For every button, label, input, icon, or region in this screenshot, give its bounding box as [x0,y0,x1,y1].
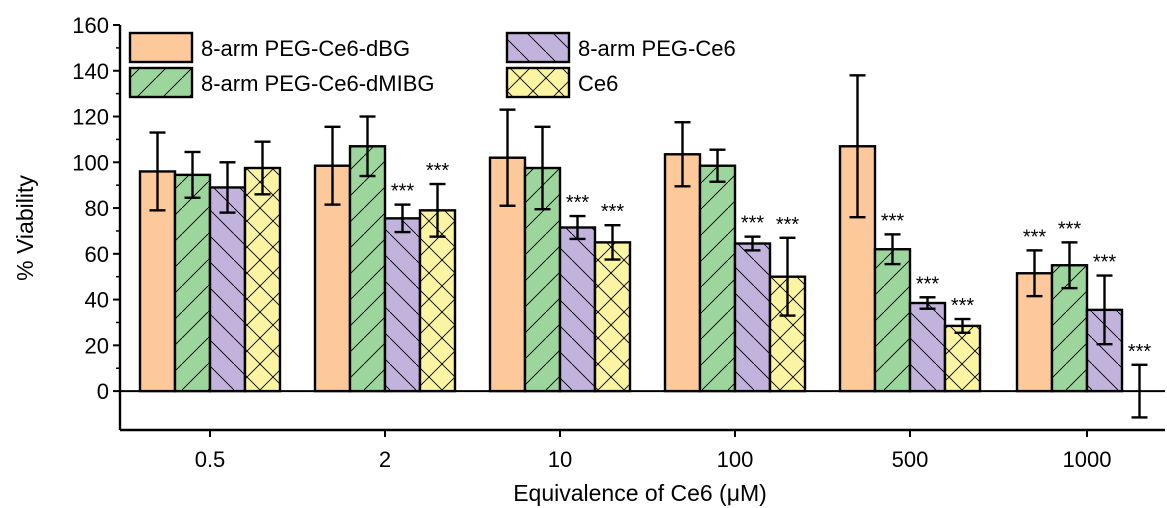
x-axis-title: Equivalence of Ce6 (μM) [513,480,767,506]
y-tick-label: 100 [72,150,109,175]
y-tick-label: 40 [85,288,109,313]
bar-hatch [735,243,770,392]
legend-swatch-outline [128,66,194,99]
legend: 8-arm PEG-Ce6-dBG 8-arm PEG-Ce6-dMIBG 8-ar… [128,31,736,99]
bar-hatch [175,174,210,392]
bar-hatch [350,146,385,392]
bar-hatch [245,168,280,392]
bar-hatch [385,218,420,392]
legend-swatch-hatch [130,68,192,97]
legend-swatch [130,33,192,62]
bar-hatch [700,165,735,392]
y-tick-label: 20 [85,333,109,358]
bar-hatch [210,187,245,392]
plot-area: *** *** *** *** *** *** *** *** *** *** *** *** *** 0… [72,13,1165,472]
x-tick-label: 500 [892,447,929,472]
significance-label: *** [566,192,590,214]
significance-label: *** [601,201,625,223]
legend-label: Ce6 [578,71,618,96]
legend-swatch-outline [505,66,571,99]
bar-hatch [560,227,595,392]
x-tick-label: 10 [548,447,572,472]
bar [665,154,700,392]
bar-hatch [945,325,980,392]
y-tick-label: 80 [85,196,109,221]
y-tick-label: 60 [85,242,109,267]
legend-swatch-outline [128,31,194,64]
y-tick-label: 0 [97,379,109,404]
legend-label: 8-arm PEG-Ce6-dBG [201,36,410,61]
bar-hatch [910,303,945,392]
bar-hatch [420,210,455,392]
legend-swatch-hatch [507,68,569,97]
x-tick-label: 0.5 [195,447,226,472]
significance-label: *** [1093,252,1117,274]
y-tick-label: 120 [72,105,109,130]
x-tick-label: 100 [717,447,754,472]
significance-label: *** [426,160,450,182]
bar-hatch [875,249,910,392]
significance-label: *** [776,214,800,236]
significance-label: *** [1058,218,1082,240]
legend-swatch-outline [505,31,571,64]
significance-label: *** [916,273,940,295]
significance-label: *** [951,295,975,317]
y-tick-label: 140 [72,59,109,84]
significance-label: *** [1128,341,1152,363]
bar-hatch [595,242,630,392]
significance-label: *** [1023,226,1047,248]
significance-label: *** [741,213,765,235]
x-tick-label: 2 [379,447,391,472]
y-tick-label: 160 [72,13,109,38]
significance-label: *** [881,210,905,232]
x-tick-label: 1000 [1063,447,1112,472]
legend-label: 8-arm PEG-Ce6-dMIBG [201,71,435,96]
legend-swatch-hatch [507,33,569,62]
significance-label: *** [391,181,415,203]
legend-label: 8-arm PEG-Ce6 [578,36,736,61]
y-axis-title: % Viability [12,175,38,281]
